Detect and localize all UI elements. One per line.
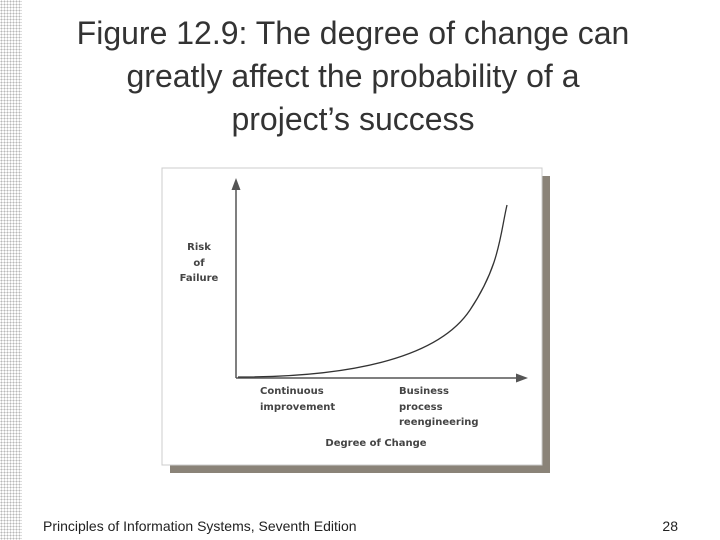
x-label: Business: [399, 386, 449, 397]
title-line: greatly affect the probability of a: [126, 58, 580, 94]
y-axis-label: Risk: [187, 242, 211, 253]
y-axis-label: Failure: [180, 273, 219, 284]
slide-title: Figure 12.9: The degree of change can gr…: [22, 12, 684, 141]
x-label: reengineering: [399, 417, 479, 428]
x-axis-title: Degree of Change: [325, 438, 426, 449]
risk-curve: [237, 204, 508, 378]
footer-text: Principles of Information Systems, Seven…: [43, 518, 357, 534]
x-label: Continuous: [260, 386, 324, 397]
title-line: project’s success: [231, 101, 475, 137]
x-label: process: [399, 402, 443, 413]
figure-frame: [161, 167, 543, 466]
y-axis-label: of: [193, 258, 205, 269]
x-label: improvement: [260, 402, 335, 413]
title-line: Figure 12.9: The degree of change can: [76, 15, 630, 51]
dotted-border: [0, 0, 22, 540]
page-number: 28: [662, 518, 678, 534]
